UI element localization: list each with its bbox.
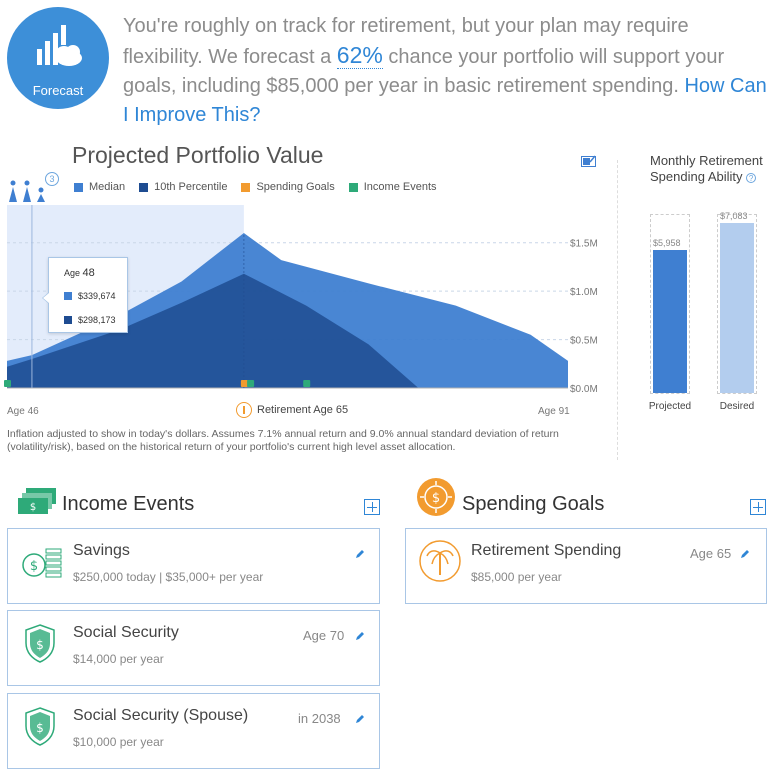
projected-bar-value: $5,958 [653,237,681,248]
export-image-icon[interactable] [581,154,597,168]
x-axis-start-label: Age 46 [7,406,39,417]
legend-label: Median [89,181,126,193]
desired-bar-value: $7,083 [720,210,748,221]
legend-label: Income Events [363,181,437,193]
legend-swatch [139,182,149,192]
cloud-chart-icon [37,25,82,66]
card-title: Savings [73,542,130,559]
legend-item-income-events: Income Events [348,181,437,193]
spending-goal-icon: $ [417,478,455,516]
social-security-shield-icon: $ [25,624,55,663]
legend-label: Spending Goals [256,181,335,193]
people-scenario-icon[interactable] [6,172,46,204]
card-subtitle: $250,000 today | $35,000+ per year [73,570,264,584]
income-event-marker [247,380,255,387]
card-meta: Age 65 [690,546,732,561]
legend-item-median: Median [74,181,125,193]
add-income-event-button[interactable] [364,499,380,515]
tooltip-swatch [64,316,72,324]
card-title: Retirement Spending [471,542,622,559]
tooltip-p10-row: $298,173 [64,315,116,325]
income-event-marker [4,380,11,387]
desired-bar-fill [720,222,754,393]
y-tick-label: $0.5M [570,336,598,347]
card-title: Social Security (Spouse) [73,707,249,724]
chart-footnote: Inflation adjusted to show in today's do… [7,428,559,453]
svg-text:$: $ [36,638,44,652]
spending-goals-heading: Spending Goals [462,493,605,515]
income-card-social-security-spouse[interactable]: $ Social Security (Spouse) $10,000 per y… [7,693,380,769]
income-card-savings[interactable]: $ Savings $250,000 today | $35,000+ per … [7,528,380,604]
chart-legend: Median 10th Percentile Spending Goals In… [74,181,437,193]
savings-icon: $ [22,548,62,578]
improve-link[interactable]: How Can I Improve This? [123,75,767,126]
tooltip-median-row: $339,674 [64,291,116,301]
success-probability[interactable]: 62% [336,42,383,69]
projected-bar-label: Projected [648,401,692,412]
tooltip-age-value: 48 [82,267,95,279]
chart-tooltip: Age 48 $339,674 $298,173 [42,257,128,333]
edit-pencil-icon[interactable] [740,549,750,559]
edit-pencil-icon[interactable] [355,631,365,641]
card-subtitle: $14,000 per year [73,652,164,666]
summary-text-post: chance your portfolio will support your … [123,46,725,97]
legend-item-10th-percentile: 10th Percentile [139,181,227,193]
retirement-label: Retirement Age 65 [257,404,349,416]
retirement-age-marker[interactable]: Retirement Age 65 [236,402,348,418]
tooltip-p10-value: $298,173 [78,315,116,325]
card-subtitle: $10,000 per year [73,735,164,749]
tooltip-age-prefix: Age [64,268,81,278]
series-area-10th-percentile [7,273,419,388]
svg-text:$: $ [432,491,440,506]
desired-bar-label: Desired [719,401,755,412]
legend-item-spending-goals: Spending Goals [241,181,335,193]
card-title: Social Security [73,624,179,641]
legend-swatch [74,182,83,192]
y-tick-label: $1.0M [570,287,598,298]
tooltip-swatch [64,292,72,300]
summary-text-pre: You're roughly on track for retirement, … [123,15,689,68]
tooltip-median-value: $339,674 [78,291,116,301]
card-subtitle: $85,000 per year [471,570,562,584]
forecast-summary: You're roughly on track for retirement, … [123,12,773,130]
cash-stack-icon: $ [18,488,56,514]
palm-tree-icon [419,540,461,582]
svg-text:$: $ [30,502,36,513]
income-card-social-security[interactable]: $ Social Security $14,000 per year Age 7… [7,610,380,686]
monthly-spending-title: Monthly Retirement Spending Ability ? [650,153,770,185]
forecast-badge: Forecast [7,7,109,109]
edit-pencil-icon[interactable] [355,549,365,559]
y-tick-label: $1.5M [570,239,598,250]
projected-bar-fill [653,249,687,393]
spending-goal-marker [240,380,248,387]
scenario-count-badge[interactable]: 3 [45,172,59,186]
help-icon[interactable]: ? [746,173,757,183]
y-tick-label: $0.0M [570,384,598,395]
monthly-title-text: Monthly Retirement Spending Ability [650,153,763,184]
tooltip-age: Age 48 [64,267,95,279]
spending-card-retirement[interactable]: Retirement Spending $85,000 per year Age… [405,528,767,604]
income-event-marker [303,380,311,387]
card-meta: Age 70 [303,628,345,643]
legend-swatch [348,182,358,192]
add-spending-goal-button[interactable] [750,499,766,515]
retirement-icon [236,402,252,418]
legend-label: 10th Percentile [154,181,228,193]
card-meta: in 2038 [298,711,341,726]
desired-bar[interactable]: $7,083 [717,210,757,394]
projected-bar[interactable]: $5,958 [650,214,690,394]
legend-swatch [241,182,251,192]
income-events-heading: Income Events [62,493,195,515]
panel-divider [617,160,618,460]
svg-text:$: $ [30,559,38,574]
chart-title: Projected Portfolio Value [72,142,324,168]
edit-pencil-icon[interactable] [355,714,365,724]
svg-text:$: $ [36,721,44,735]
x-axis-end-label: Age 91 [538,406,570,417]
social-security-shield-icon: $ [25,707,55,746]
forecast-label: Forecast [32,83,84,98]
